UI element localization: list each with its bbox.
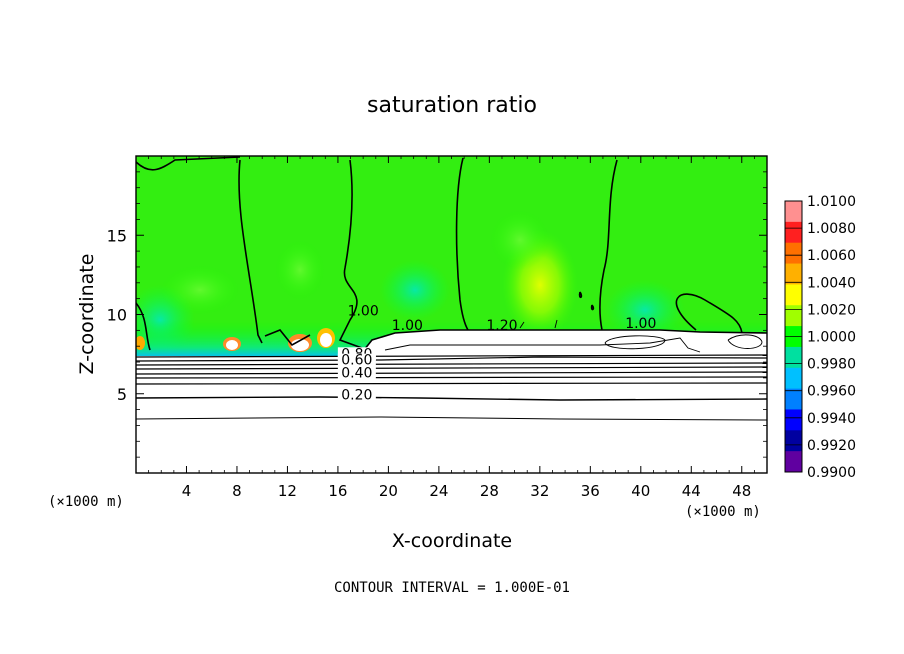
contour-label-bg xyxy=(337,353,376,367)
x-tick-label: 28 xyxy=(480,482,499,500)
colorbar-swatch xyxy=(785,263,802,285)
contour-lines-1.00 xyxy=(136,156,767,356)
contour-label-bg xyxy=(337,388,376,402)
colorbar-label: 1.0100 xyxy=(807,194,856,210)
contour-label: 1.00 xyxy=(392,318,423,334)
colorbar-label: 1.0020 xyxy=(807,302,856,318)
field-blob xyxy=(490,210,550,270)
x-tick-label: 48 xyxy=(732,482,751,500)
contour-label: 0.40 xyxy=(341,365,372,381)
x-unit-right: (×1000 m) xyxy=(685,504,761,520)
contour-label: 1.20 xyxy=(486,318,517,334)
colorbar: 1.0100 1.0080 1.0060 1.0040 1.0020 1.0000 0.99… xyxy=(784,194,856,481)
x-axis-ticks: 4 8 12 16 20 24 28 32 36 40 44 48 xyxy=(148,156,755,500)
contour-label: 1.00 xyxy=(348,304,379,320)
x-tick-label: 40 xyxy=(631,482,650,500)
contour-interval-note: CONTOUR INTERVAL = 1.000E-01 xyxy=(334,580,570,596)
x-tick-label: 8 xyxy=(232,482,242,500)
x-tick-label: 32 xyxy=(530,482,549,500)
colorbar-swatch xyxy=(785,305,802,327)
y-tick-label: 15 xyxy=(107,226,127,245)
colorbar-swatch xyxy=(785,388,802,410)
colorbar-swatch xyxy=(785,242,802,265)
x-tick-label: 4 xyxy=(182,482,192,500)
y-tick-label: 10 xyxy=(107,306,127,325)
contour-label: 1.00 xyxy=(625,316,656,332)
y-axis-ticks: 5 10 15 xyxy=(107,171,767,458)
y-axis-label: Z-coordinate xyxy=(76,254,98,375)
x-axis-label: X-coordinate xyxy=(392,530,512,552)
colorbar-label: 0.9980 xyxy=(807,357,856,373)
colorbar-swatch xyxy=(785,430,802,452)
colorbar-label: 0.9940 xyxy=(807,411,856,427)
colorbar-swatch xyxy=(785,409,802,431)
contour-lines-cloud xyxy=(384,319,763,353)
colorbar-label: 1.0000 xyxy=(807,330,856,346)
hot-cells xyxy=(136,328,762,352)
colorbar-swatch xyxy=(785,367,802,390)
colorbar-swatch xyxy=(785,221,802,244)
colorbar-swatch xyxy=(785,284,802,306)
colorbar-swatch xyxy=(785,451,802,473)
contour-label: 0.60 xyxy=(341,353,372,369)
colorbar-label: 1.0060 xyxy=(807,248,856,264)
contour-label-bg xyxy=(337,366,376,380)
cloud-region xyxy=(360,330,767,356)
colorbar-label: 1.0040 xyxy=(807,275,856,291)
x-tick-label: 24 xyxy=(429,482,448,500)
field-blob xyxy=(160,265,240,315)
contour-lines-lower xyxy=(136,354,767,385)
contour-lines-low xyxy=(136,396,767,421)
y-tick-label: 5 xyxy=(117,385,127,404)
colorbar-label: 0.9900 xyxy=(807,465,856,481)
chart-title: saturation ratio xyxy=(367,93,537,118)
x-tick-label: 20 xyxy=(379,482,398,500)
contour-labels: 1.001.001.201.000.800.600.400.20 xyxy=(337,304,656,404)
plot-area: 1.001.001.201.000.800.600.400.20 xyxy=(136,156,767,473)
colorbar-label: 1.0080 xyxy=(807,221,856,237)
x-tick-label: 16 xyxy=(328,482,347,500)
field-blob xyxy=(380,260,450,320)
x-tick-label: 36 xyxy=(581,482,600,500)
x-tick-label: 12 xyxy=(278,482,297,500)
field-blob xyxy=(275,240,325,300)
colorbar-label: 0.9920 xyxy=(807,438,856,454)
contour-label: 0.20 xyxy=(341,388,372,404)
colorbar-swatch xyxy=(785,201,802,223)
x-tick-label: 44 xyxy=(682,482,701,500)
colorbar-label: 0.9960 xyxy=(807,384,856,400)
colorbar-swatch xyxy=(785,346,802,369)
x-unit-left: (×1000 m) xyxy=(48,494,124,510)
